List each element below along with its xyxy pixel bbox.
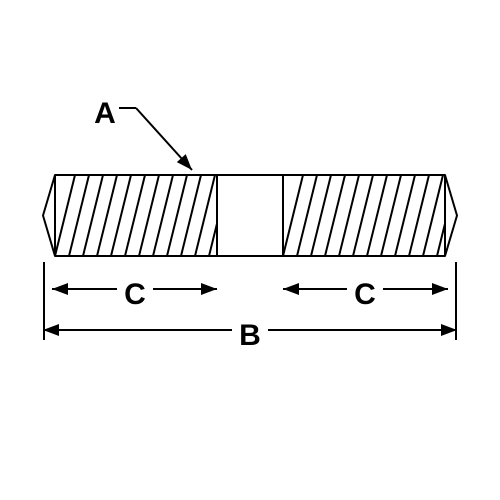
- label-b: B: [239, 319, 261, 352]
- label-c-left: C: [124, 278, 146, 311]
- label-a: A: [94, 97, 116, 130]
- label-c-right: C: [354, 278, 376, 311]
